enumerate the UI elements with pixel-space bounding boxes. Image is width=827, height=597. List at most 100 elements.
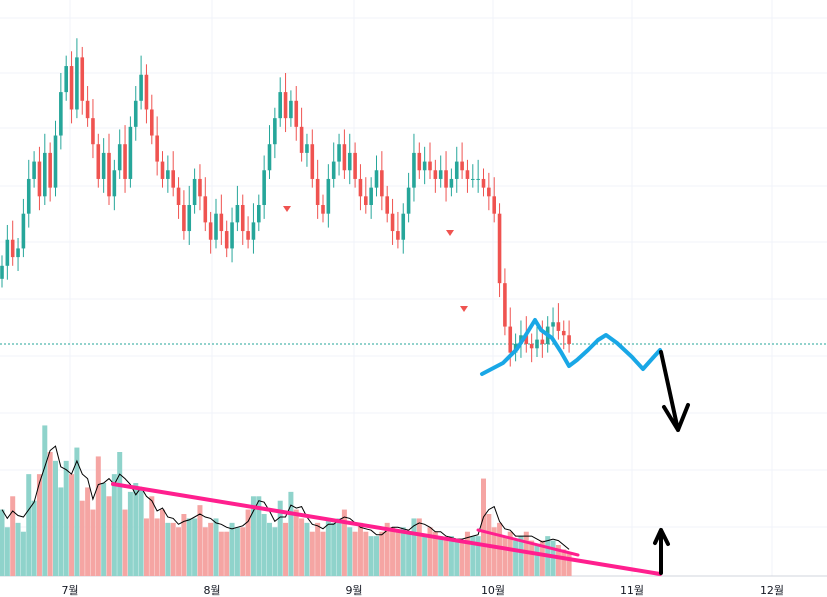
volume-bar (464, 531, 470, 576)
signal-marker-icon (283, 206, 291, 212)
volume-bar (31, 500, 37, 576)
candle-body (412, 152, 416, 188)
volume-bar (315, 522, 321, 576)
candle-body (107, 152, 111, 197)
volume-bar (4, 527, 10, 576)
candle-body (96, 144, 101, 179)
candle-body (567, 335, 571, 344)
volume-bar (379, 531, 385, 576)
volume-bar (304, 522, 310, 576)
volume-bar (58, 487, 64, 576)
volume-bar (42, 425, 48, 576)
candle-body (503, 283, 507, 327)
candle-body (5, 239, 10, 266)
volume-bar (143, 518, 149, 576)
candle-body (492, 196, 496, 214)
candle-body (556, 322, 561, 331)
candle-body (128, 126, 133, 179)
candle-body (299, 126, 304, 153)
volume-bar (181, 514, 187, 576)
x-axis: 7월 8월 9월 10월 11월 12월 (61, 584, 784, 597)
candle-body (529, 343, 534, 349)
candle-body (16, 248, 20, 258)
candle-body (171, 170, 175, 188)
volume-bar (192, 518, 198, 576)
x-tick-label: 8월 (203, 584, 220, 597)
volume-bar (53, 460, 58, 576)
candle-body (235, 205, 240, 223)
volume-bar (79, 500, 85, 576)
candle-body (390, 213, 395, 232)
candle-body (481, 178, 486, 188)
volume-bar (197, 505, 203, 576)
candle-body (37, 161, 42, 197)
volume-bar (341, 509, 347, 576)
candlestick-series (0, 38, 571, 367)
volume-bar (245, 509, 251, 576)
volume-bar (288, 491, 294, 576)
volume-bar (561, 549, 567, 576)
volume-bar (111, 474, 117, 576)
volume-bar (74, 447, 80, 576)
volume-bar (261, 514, 267, 576)
volume-bar (117, 452, 123, 576)
candle-body (401, 213, 406, 240)
x-tick-label: 10월 (481, 584, 505, 597)
volume-bar (352, 531, 358, 576)
signal-marker-icon (446, 230, 454, 236)
candle-body (289, 100, 293, 119)
volume-bar (133, 483, 139, 576)
up-arrow-icon (653, 528, 670, 575)
volume-bar (427, 527, 433, 576)
volume-bar (416, 518, 422, 576)
volume-bar (357, 522, 363, 576)
volume-bar (502, 536, 508, 576)
candle-body (487, 187, 491, 197)
volume-bar (170, 522, 176, 576)
candle-body (176, 187, 181, 205)
volume-bar (518, 536, 524, 576)
volume-bar (513, 540, 519, 576)
volume-bar (218, 531, 224, 576)
volume-bar (272, 527, 278, 576)
volume-bar (555, 545, 561, 576)
volume-bar (69, 474, 75, 576)
volume-bar (475, 536, 481, 576)
candle-body (497, 213, 502, 284)
volume-bar (325, 518, 331, 576)
candle-body (53, 135, 58, 188)
volume-bar (406, 531, 412, 576)
candle-body (321, 205, 325, 214)
candle-body (471, 178, 475, 180)
volume-bar (293, 509, 299, 576)
volume-bar (422, 536, 428, 576)
candle-body (278, 92, 282, 119)
candle-body (310, 144, 315, 179)
candle-body (422, 161, 427, 171)
candle-body (69, 66, 74, 110)
volume-bar (95, 456, 101, 576)
candle-body (262, 170, 266, 205)
candle-body (508, 326, 513, 353)
volume-bar (336, 518, 342, 576)
volume-bar (283, 522, 289, 576)
candle-body (21, 213, 26, 249)
candle-body (0, 265, 4, 279)
volume-bar (36, 474, 42, 576)
volume-bar (390, 527, 396, 576)
volume-bar (127, 491, 133, 576)
drawing-annotations (111, 206, 690, 576)
candle-body (112, 170, 117, 197)
candle-body (117, 144, 122, 171)
volume-bar (384, 522, 390, 576)
candle-body (32, 161, 36, 179)
volume-bar (63, 460, 69, 576)
chart-grid (0, 0, 827, 577)
x-tick-label: 7월 (61, 584, 78, 597)
volume-bar (15, 522, 21, 576)
volume-bar (106, 496, 112, 576)
candle-body (385, 196, 389, 214)
candle-body (315, 178, 320, 205)
candle-body (342, 144, 347, 171)
